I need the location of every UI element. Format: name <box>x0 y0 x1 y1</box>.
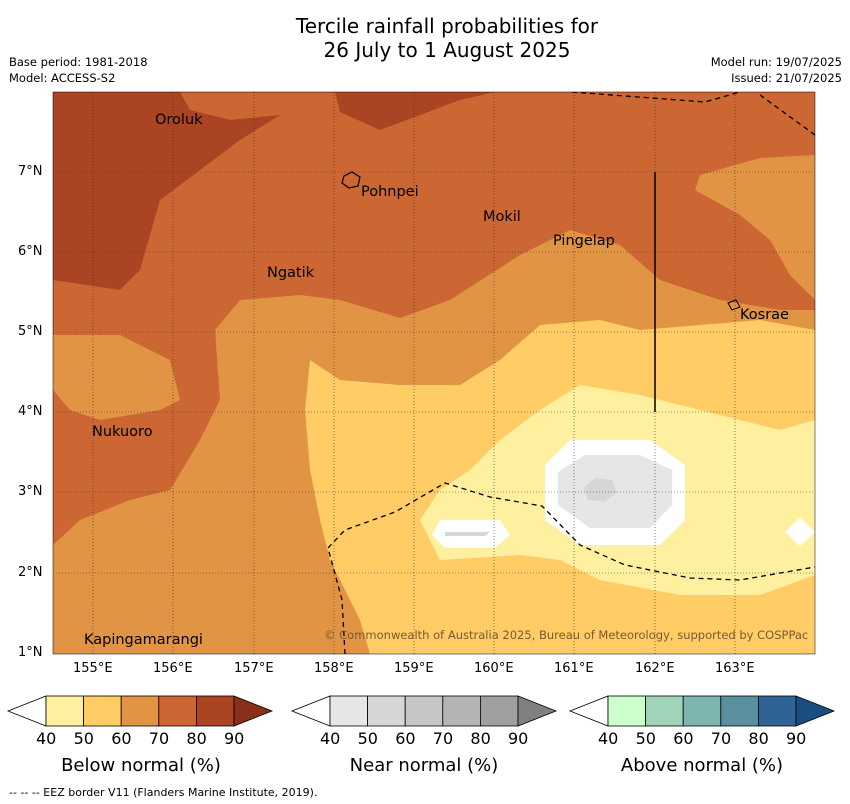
place-kapingamarangi: Kapingamarangi <box>84 632 203 648</box>
colorbar-tick-label: 50 <box>357 729 378 748</box>
fill-60-70-west <box>53 335 180 420</box>
colorbar-tick-label: 40 <box>36 729 57 748</box>
colorbar-segment <box>720 695 759 727</box>
lon-label: 155°E <box>73 661 113 676</box>
colorbar-segment <box>195 695 235 727</box>
colorbar-extend-high <box>517 695 558 727</box>
colorbar-tick-label: 70 <box>710 729 732 748</box>
colorbar-ticks: 40 50 60 70 80 90 40 50 60 70 80 90 40 50 60 70 80 90 <box>0 729 850 751</box>
base-period-text: Base period: 1981-2018 <box>9 55 148 69</box>
lat-label: 7°N <box>18 164 43 179</box>
colorbar-tick-label: 60 <box>673 729 694 748</box>
colorbar-segment <box>45 695 84 727</box>
model-run-text: Model run: 19/07/2025 <box>710 55 842 69</box>
colorbar-tick-label: 60 <box>111 729 132 748</box>
colorbar-segment <box>479 695 519 727</box>
colorbar-tick-label: 90 <box>786 729 807 748</box>
place-mokil: Mokil <box>483 209 521 225</box>
colorbar-segment <box>607 695 646 727</box>
colorbar-extend-low <box>568 695 609 727</box>
colorbar-segment <box>367 695 406 727</box>
colorbar-tick-label: 70 <box>432 729 454 748</box>
lon-label: 161°E <box>554 661 594 676</box>
colorbar-tick-label: 90 <box>508 729 529 748</box>
near-normal-label: Near normal (%) <box>349 755 499 776</box>
colorbar-tick-label: 80 <box>186 729 207 748</box>
lon-label: 157°E <box>234 661 274 676</box>
issued-text: Issued: 21/07/2025 <box>731 71 842 85</box>
model-text: Model: ACCESS-S2 <box>9 71 116 85</box>
colorbar-extend-low <box>290 695 331 727</box>
colorbar-tick-label: 40 <box>320 729 341 748</box>
contour-fills <box>53 92 815 654</box>
place-pohnpei: Pohnpei <box>361 184 419 200</box>
colorbar-tick-label: 50 <box>635 729 656 748</box>
place-kosrae: Kosrae <box>740 307 789 323</box>
colorbar-tick-label: 90 <box>224 729 245 748</box>
eez-border <box>327 92 815 654</box>
lon-label: 160°E <box>474 661 514 676</box>
place-nukuoro: Nukuoro <box>92 424 153 440</box>
lon-label: 162°E <box>635 661 675 676</box>
lon-label: 163°E <box>715 661 755 676</box>
lat-label: 2°N <box>18 565 43 580</box>
colorbar-tick-label: 80 <box>470 729 491 748</box>
lat-label: 6°N <box>18 244 43 259</box>
colorbars <box>6 695 836 727</box>
map-title-line2: 26 July to 1 August 2025 <box>323 38 571 62</box>
map-title-line1: Tercile rainfall probabilities for <box>295 14 599 38</box>
colorbar-segment <box>758 695 797 727</box>
lon-label: 156°E <box>153 661 193 676</box>
colorbar-segment <box>83 695 122 727</box>
place-oroluk: Oroluk <box>155 112 203 128</box>
kosrae-outline <box>727 299 741 311</box>
fill-near-normal-small <box>445 532 490 536</box>
lat-label: 4°N <box>18 404 43 419</box>
colorbar-tick-label: 70 <box>148 729 170 748</box>
lon-label: 158°E <box>314 661 354 676</box>
fill-white-east <box>785 518 815 546</box>
copyright-text: © Commonwealth of Australia 2025, Bureau… <box>324 628 809 642</box>
colorbar-segment <box>404 695 444 727</box>
place-ngatik: Ngatik <box>267 265 315 281</box>
colorbar-segment <box>158 695 197 727</box>
colorbar-segment <box>682 695 722 727</box>
colorbar-extend-high <box>795 695 836 727</box>
eez-footnote: -- -- -- EEZ border V11 (Flanders Marine… <box>9 786 318 799</box>
colorbar-extend-low <box>6 695 47 727</box>
lat-label: 3°N <box>18 484 43 499</box>
colorbar-segment <box>120 695 160 727</box>
colorbar-segment <box>329 695 368 727</box>
fill-80-90 <box>53 92 495 290</box>
colorbar-tick-label: 40 <box>598 729 619 748</box>
colorbar-segment <box>645 695 684 727</box>
above-normal-label: Above normal (%) <box>620 755 784 776</box>
lon-label: 159°E <box>394 661 434 676</box>
colorbar-tick-label: 60 <box>395 729 416 748</box>
colorbar-tick-label: 80 <box>748 729 769 748</box>
place-pingelap: Pingelap <box>553 233 615 249</box>
pohnpei-outline <box>341 171 361 189</box>
map-frame <box>52 91 816 655</box>
below-normal-label: Below normal (%) <box>61 755 221 776</box>
colorbar-extend-high <box>233 695 274 727</box>
fill-near-normal-inner <box>584 478 617 502</box>
colorbar-segment <box>442 695 481 727</box>
lat-label: 1°N <box>18 645 43 660</box>
lat-label: 5°N <box>18 324 43 339</box>
colorbar-tick-label: 50 <box>73 729 94 748</box>
